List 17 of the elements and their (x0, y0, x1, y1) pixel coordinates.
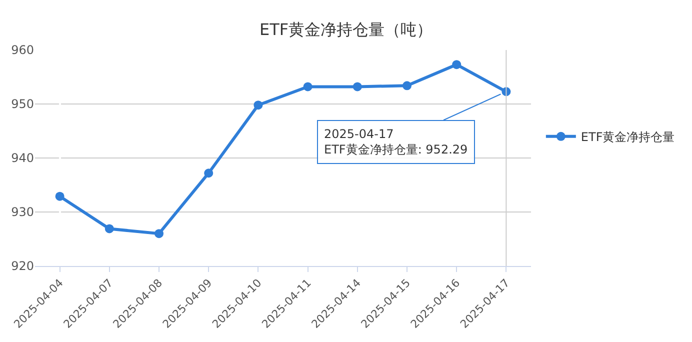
y-tick-label: 940 (11, 151, 34, 166)
annotation: 2025-04-17 ETF黄金净持仓量: 952.29 (324, 127, 468, 157)
point (204, 168, 214, 178)
point (55, 192, 64, 201)
legend-label: ETF黄金净持仓量 (580, 130, 675, 144)
point (402, 81, 412, 90)
y-tick-label: 960 (11, 43, 34, 58)
point (352, 82, 362, 92)
point (303, 82, 312, 92)
chart-title: ETF黄金净持仓量（吨） (259, 20, 433, 40)
point (104, 224, 114, 234)
point (154, 229, 164, 238)
y-tick-label: 950 (11, 97, 34, 112)
y-tick-label: 920 (11, 259, 34, 274)
point (452, 60, 462, 70)
y-tick-label: 930 (11, 205, 34, 220)
point (254, 100, 263, 110)
